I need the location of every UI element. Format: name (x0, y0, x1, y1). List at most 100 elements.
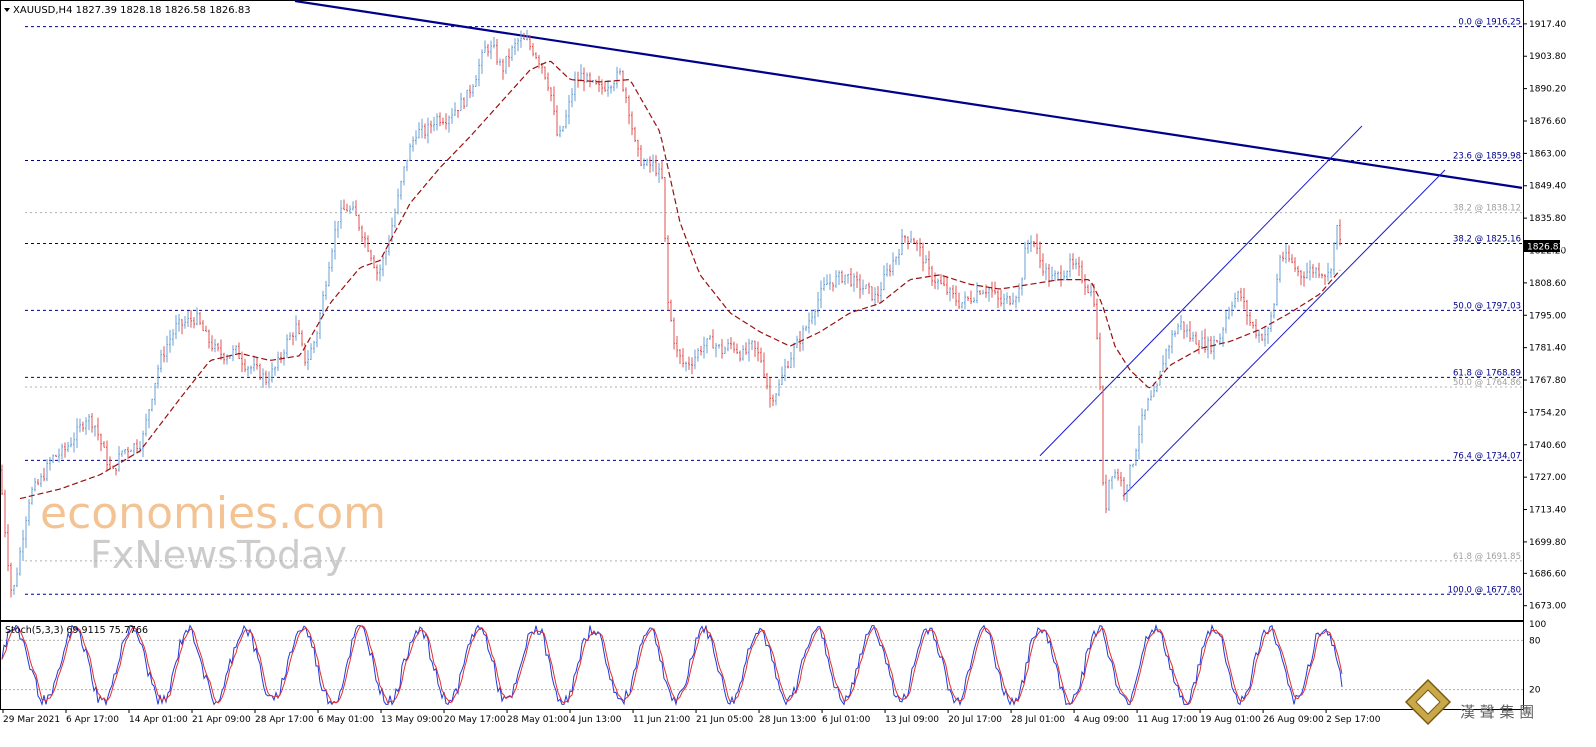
price-bar (793, 342, 795, 368)
price-bar (16, 567, 18, 588)
y-tick-label: 1686.60 (1529, 569, 1566, 579)
price-bar (100, 433, 102, 452)
price-bar (1057, 271, 1059, 281)
price-bar (787, 360, 789, 369)
price-bar (421, 118, 423, 139)
price-bar (241, 351, 243, 373)
price-bar (22, 529, 24, 562)
price-bar (538, 55, 540, 69)
price-bar (1213, 335, 1215, 360)
price-bar (151, 398, 153, 412)
price-bar (1291, 254, 1293, 264)
dropdown-triangle-icon[interactable] (4, 8, 10, 12)
price-bar (322, 290, 324, 315)
fib-label-4: 50.0 @ 1797.03 (1453, 301, 1521, 311)
price-bar (502, 58, 504, 80)
price-bar (10, 562, 12, 598)
price-bar (1192, 331, 1194, 342)
price-bar (1069, 253, 1071, 278)
price-bar (958, 292, 960, 310)
price-bar (781, 366, 783, 386)
price-bar (412, 136, 414, 152)
price-bar (955, 285, 957, 306)
price-bar (1162, 355, 1164, 372)
logo-text: 漢 聲 集 團 (1460, 703, 1534, 721)
price-bar (1207, 336, 1209, 359)
price-bar (703, 336, 705, 359)
price-bar (1072, 253, 1074, 270)
price-bar (136, 439, 138, 453)
price-bar (1237, 290, 1239, 302)
price-bar (220, 339, 222, 360)
price-bar (331, 248, 333, 272)
price-bar (838, 270, 840, 285)
price-bar (61, 443, 63, 460)
price-bar (1087, 284, 1089, 294)
x-tick-label: 14 Apr 01:00 (129, 715, 188, 725)
price-bar (484, 40, 486, 53)
price-bar (106, 440, 108, 472)
price-bar (385, 249, 387, 266)
price-bar (1198, 340, 1200, 355)
price-bar (13, 584, 15, 595)
price-bar (853, 273, 855, 292)
price-bar (472, 84, 474, 97)
price-bar (445, 113, 447, 130)
price-bar (388, 235, 390, 256)
price-bar (490, 40, 492, 60)
price-bar (46, 458, 48, 482)
price-bar (1174, 330, 1176, 338)
price-bar (1315, 267, 1317, 278)
price-bar (1024, 241, 1026, 280)
price-bar (898, 248, 900, 266)
price-bar (430, 120, 432, 134)
resistance-trendline (294, 0, 1523, 189)
symbol-header: XAUUSD,H4 1827.39 1828.18 1826.58 1826.8… (13, 5, 251, 16)
price-bar (460, 92, 462, 112)
price-bar (235, 345, 237, 354)
price-bar (184, 316, 186, 329)
price-bar (631, 111, 633, 136)
price-bar (124, 449, 126, 455)
price-bar (1306, 262, 1308, 279)
price-bar (634, 126, 636, 142)
price-bar (1216, 339, 1218, 343)
price-bar (328, 261, 330, 287)
price-bar (133, 442, 135, 455)
price-bar (247, 365, 249, 377)
price-bar (517, 37, 519, 52)
price-bar (352, 201, 354, 211)
price-bar (820, 280, 822, 309)
x-tick-label: 19 Aug 01:00 (1200, 715, 1261, 725)
price-bar (1312, 264, 1314, 278)
price-bar (127, 446, 129, 459)
price-bar (1129, 464, 1131, 491)
price-bar (244, 358, 246, 373)
price-bar (370, 249, 372, 262)
price-bar (103, 441, 105, 448)
price-bar (34, 477, 36, 492)
price-bar (1105, 474, 1107, 514)
price-bar (706, 338, 708, 354)
price-bar (202, 320, 204, 332)
price-bar (280, 352, 282, 364)
price-bar (1297, 265, 1299, 277)
price-bar (154, 382, 156, 406)
price-bar (961, 302, 963, 309)
price-bar (19, 547, 21, 576)
price-bar (1186, 324, 1188, 338)
price-bar (364, 232, 366, 248)
price-bar (697, 348, 699, 362)
price-bar (1327, 262, 1329, 282)
price-bar (571, 88, 573, 108)
price-bar (565, 109, 567, 129)
price-bar (1036, 233, 1038, 255)
price-bar (733, 341, 735, 353)
price-bar (1135, 448, 1137, 467)
x-tick-label: 13 Jul 09:00 (885, 715, 939, 725)
price-bar (640, 144, 642, 167)
y-tick-label: 1713.40 (1529, 506, 1566, 516)
y-tick-label: 1890.20 (1529, 85, 1566, 95)
price-bar (259, 363, 261, 381)
price-bar (145, 413, 147, 437)
